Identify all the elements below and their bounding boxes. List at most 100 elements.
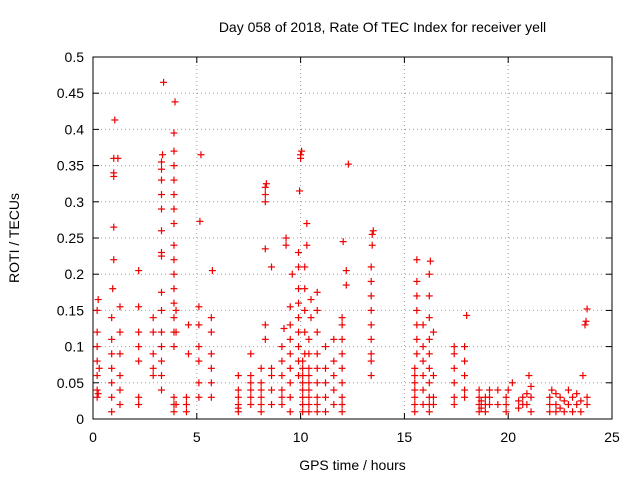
data-point xyxy=(463,311,471,319)
data-point xyxy=(286,321,294,329)
data-point xyxy=(556,404,564,412)
data-point xyxy=(475,401,483,409)
data-point xyxy=(339,238,347,246)
data-point xyxy=(330,386,338,394)
data-point xyxy=(234,372,242,380)
data-point xyxy=(450,364,458,372)
y-tick-label: 0 xyxy=(76,411,84,427)
data-point xyxy=(502,393,510,401)
data-point xyxy=(268,372,276,380)
data-point xyxy=(429,393,437,401)
data-point xyxy=(280,325,288,332)
data-point xyxy=(158,165,166,173)
data-point xyxy=(577,397,585,405)
data-point xyxy=(170,270,178,278)
data-point xyxy=(527,382,535,390)
data-point xyxy=(573,401,581,409)
data-point xyxy=(582,317,590,325)
data-point xyxy=(94,296,102,304)
data-point xyxy=(170,343,178,351)
data-point xyxy=(158,372,166,380)
data-point xyxy=(425,314,433,322)
grid-lines xyxy=(93,57,612,419)
data-point xyxy=(298,147,306,155)
data-point xyxy=(299,386,307,394)
y-tick-label: 0.2 xyxy=(65,266,85,282)
data-point xyxy=(494,401,502,409)
data-point xyxy=(367,357,375,365)
y-axis-label: ROTI / TECUs xyxy=(6,193,22,283)
data-point xyxy=(303,220,311,228)
data-point xyxy=(508,379,516,387)
data-point xyxy=(197,151,205,159)
data-point xyxy=(116,372,124,380)
data-point xyxy=(109,285,117,293)
data-point xyxy=(569,408,577,416)
data-point xyxy=(338,314,346,322)
data-point xyxy=(313,401,321,409)
data-point xyxy=(110,223,118,231)
data-point xyxy=(196,217,204,225)
data-point xyxy=(207,314,215,322)
data-point xyxy=(525,372,533,380)
data-point xyxy=(450,343,458,351)
data-point xyxy=(523,390,531,398)
x-tick-labels: 0 5 10 15 20 25 xyxy=(89,429,620,445)
data-point xyxy=(299,408,307,416)
data-point xyxy=(322,379,330,387)
data-point xyxy=(278,372,286,380)
data-point xyxy=(170,205,178,213)
data-point xyxy=(450,350,458,358)
data-point xyxy=(413,292,421,300)
data-point xyxy=(546,401,554,409)
data-point xyxy=(303,241,311,249)
data-point xyxy=(338,321,346,329)
data-point xyxy=(195,357,203,365)
data-point xyxy=(322,393,330,401)
data-point xyxy=(429,401,437,409)
data-point xyxy=(413,306,421,314)
data-point xyxy=(569,393,577,401)
data-point xyxy=(149,350,157,358)
data-point xyxy=(475,393,483,401)
data-point xyxy=(413,350,421,358)
data-point xyxy=(419,386,427,394)
data-point xyxy=(411,386,419,394)
data-point xyxy=(195,379,203,387)
data-point xyxy=(257,386,265,394)
data-point xyxy=(560,397,568,405)
data-point xyxy=(577,408,585,416)
data-point xyxy=(461,357,469,365)
data-point xyxy=(149,372,157,380)
data-point xyxy=(583,401,591,409)
data-point xyxy=(413,277,421,285)
data-point xyxy=(305,372,313,380)
data-point xyxy=(322,343,330,351)
data-point xyxy=(170,285,178,293)
data-point xyxy=(411,401,419,409)
data-point xyxy=(425,335,433,343)
data-point xyxy=(307,296,315,304)
data-point xyxy=(342,267,350,275)
data-point xyxy=(368,230,376,238)
data-point xyxy=(170,256,178,264)
data-point xyxy=(108,379,116,387)
data-point xyxy=(461,372,469,380)
data-point xyxy=(546,393,554,401)
data-point xyxy=(282,234,290,242)
data-point xyxy=(158,248,166,256)
data-point xyxy=(247,386,255,394)
data-point xyxy=(461,343,469,351)
data-point xyxy=(278,401,286,409)
data-point xyxy=(111,116,119,124)
data-point xyxy=(426,257,434,265)
data-point xyxy=(135,328,143,336)
data-point xyxy=(234,393,242,401)
data-point xyxy=(116,328,124,336)
data-point xyxy=(548,386,556,394)
data-point xyxy=(261,321,269,329)
data-point xyxy=(288,270,296,278)
data-point xyxy=(338,350,346,358)
data-point xyxy=(552,390,560,398)
data-point xyxy=(149,328,157,336)
